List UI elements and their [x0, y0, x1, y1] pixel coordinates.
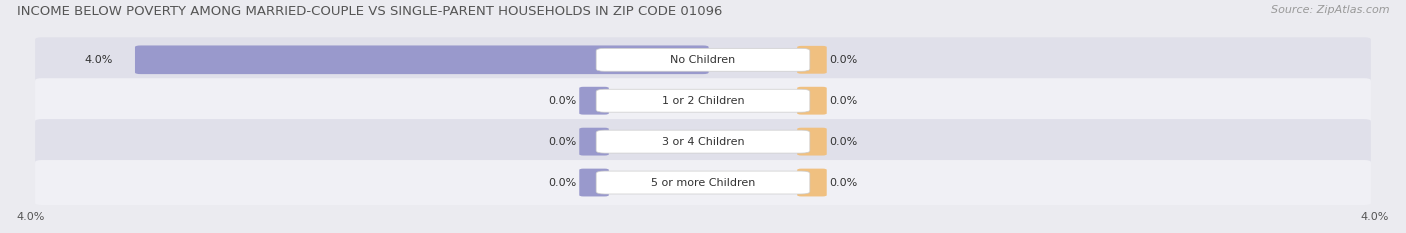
Text: 1 or 2 Children: 1 or 2 Children: [662, 96, 744, 106]
Text: No Children: No Children: [671, 55, 735, 65]
FancyBboxPatch shape: [797, 87, 827, 115]
Text: 0.0%: 0.0%: [548, 96, 576, 106]
Text: 0.0%: 0.0%: [830, 178, 858, 188]
Text: 0.0%: 0.0%: [548, 178, 576, 188]
FancyBboxPatch shape: [35, 78, 1371, 123]
Text: 4.0%: 4.0%: [17, 212, 45, 222]
Text: Source: ZipAtlas.com: Source: ZipAtlas.com: [1271, 5, 1389, 15]
Text: 4.0%: 4.0%: [1361, 212, 1389, 222]
FancyBboxPatch shape: [596, 171, 810, 194]
Text: 0.0%: 0.0%: [830, 96, 858, 106]
Text: 0.0%: 0.0%: [548, 137, 576, 147]
Text: 3 or 4 Children: 3 or 4 Children: [662, 137, 744, 147]
FancyBboxPatch shape: [797, 169, 827, 196]
FancyBboxPatch shape: [35, 37, 1371, 82]
FancyBboxPatch shape: [135, 45, 709, 74]
FancyBboxPatch shape: [579, 128, 609, 156]
Text: 5 or more Children: 5 or more Children: [651, 178, 755, 188]
FancyBboxPatch shape: [797, 46, 827, 74]
Text: INCOME BELOW POVERTY AMONG MARRIED-COUPLE VS SINGLE-PARENT HOUSEHOLDS IN ZIP COD: INCOME BELOW POVERTY AMONG MARRIED-COUPL…: [17, 5, 723, 18]
FancyBboxPatch shape: [579, 87, 609, 115]
FancyBboxPatch shape: [596, 89, 810, 112]
FancyBboxPatch shape: [579, 169, 609, 196]
FancyBboxPatch shape: [35, 119, 1371, 164]
Text: 0.0%: 0.0%: [830, 137, 858, 147]
Text: 4.0%: 4.0%: [84, 55, 112, 65]
Text: 0.0%: 0.0%: [830, 55, 858, 65]
FancyBboxPatch shape: [596, 130, 810, 153]
FancyBboxPatch shape: [596, 48, 810, 71]
FancyBboxPatch shape: [35, 160, 1371, 205]
FancyBboxPatch shape: [797, 128, 827, 156]
